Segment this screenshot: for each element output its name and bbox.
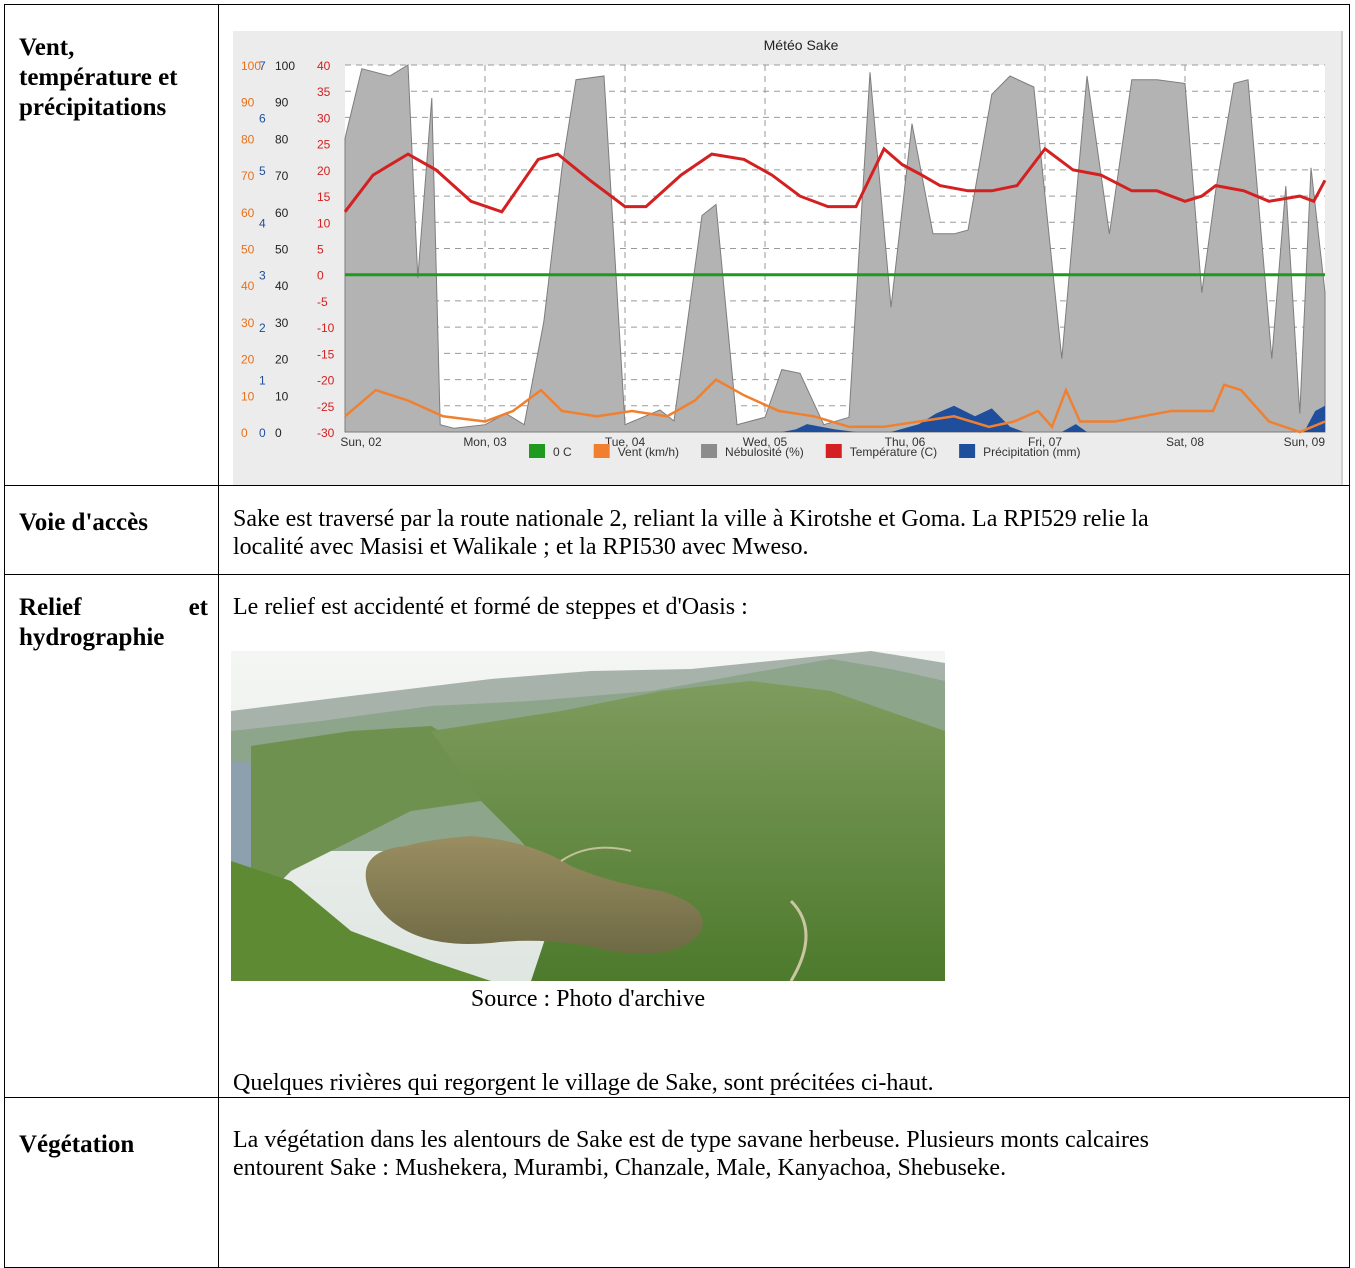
y-tick-label: 0 bbox=[259, 426, 266, 440]
y-tick-label: 60 bbox=[275, 206, 289, 220]
legend-label: Température (C) bbox=[850, 445, 937, 459]
y-tick-label: 0 bbox=[317, 269, 324, 283]
y-tick-label: 6 bbox=[259, 111, 266, 125]
row-body-cell: Sake est traversé par la route nationale… bbox=[218, 485, 1350, 575]
y-tick-label: 90 bbox=[275, 96, 289, 110]
info-table: Vent, température et précipitations Mété… bbox=[4, 4, 1350, 1268]
legend-swatch bbox=[593, 444, 610, 458]
y-tick-label: 3 bbox=[259, 269, 266, 283]
row-body-cell: Le relief est accidenté et formé de step… bbox=[218, 574, 1350, 1098]
y-tick-label: 80 bbox=[275, 132, 289, 146]
landscape-photo-icon bbox=[231, 651, 945, 981]
y-tick-label: 5 bbox=[317, 243, 324, 257]
y-tick-label: 10 bbox=[275, 389, 289, 403]
x-tick-label: Mon, 03 bbox=[463, 435, 507, 449]
x-tick-label: Sun, 02 bbox=[340, 435, 382, 449]
y-tick-label: 7 bbox=[259, 59, 266, 73]
y-tick-label: -25 bbox=[317, 400, 335, 414]
y-tick-label: 20 bbox=[317, 164, 331, 178]
x-tick-label: Sat, 08 bbox=[1166, 435, 1204, 449]
relief-intro: Le relief est accidenté et formé de step… bbox=[233, 594, 748, 620]
relief-outro: Quelques rivières qui regorgent le villa… bbox=[233, 1070, 934, 1096]
vegetation-label: Végétation bbox=[19, 1131, 135, 1158]
row-label-cell: Relief et hydrographie bbox=[4, 574, 219, 1098]
legend-swatch bbox=[959, 444, 976, 458]
y-tick-label: 50 bbox=[275, 243, 289, 257]
row-label-cell: Voie d'accès bbox=[4, 485, 219, 575]
x-tick-label: Sun, 09 bbox=[1284, 435, 1326, 449]
y-tick-label: 5 bbox=[259, 164, 266, 178]
y-tick-label: 30 bbox=[317, 111, 331, 125]
chart-legend: 0 C Vent (km/h) Nébulosité (%) Température … bbox=[529, 444, 1080, 459]
temperature-line bbox=[343, 146, 1327, 214]
vent-line bbox=[344, 378, 1326, 434]
y-tick-label: 100 bbox=[275, 59, 295, 73]
photo-caption: Source : Photo d'archive bbox=[470, 986, 706, 1012]
y-tick-label: 90 bbox=[241, 96, 255, 110]
y-tick-label: 0 bbox=[275, 426, 282, 440]
chart-marks bbox=[343, 64, 1327, 434]
y-tick-label: 0 bbox=[241, 426, 248, 440]
y-tick-label: 50 bbox=[241, 243, 255, 257]
vegetation-text: La végétation dans les alentours de Sake… bbox=[233, 1127, 1149, 1181]
legend-label: Précipitation (mm) bbox=[983, 445, 1080, 459]
y-tick-label: 100 bbox=[241, 59, 261, 73]
climate-label: Vent, température et précipitations bbox=[19, 34, 178, 121]
y-tick-label: 80 bbox=[241, 132, 255, 146]
access-label: Voie d'accès bbox=[19, 509, 148, 536]
chart-cell: Météo Sake 100 90 80 70 60 50 40 30 20 10 0 7 6 5 4 3 2 1… bbox=[218, 4, 1350, 486]
row-label-cell: Végétation bbox=[4, 1097, 219, 1268]
table-row: Végétation La végétation dans les alento… bbox=[4, 1097, 1350, 1268]
legend-label: 0 C bbox=[553, 445, 572, 459]
y-tick-label: 40 bbox=[241, 279, 255, 293]
y-tick-label: 60 bbox=[241, 206, 255, 220]
weather-chart: Météo Sake 100 90 80 70 60 50 40 30 20 10 0 7 6 5 4 3 2 1… bbox=[233, 31, 1343, 485]
y-tick-label: 15 bbox=[317, 190, 331, 204]
y-tick-label: 70 bbox=[241, 169, 255, 183]
y-tick-label: 30 bbox=[241, 316, 255, 330]
legend-swatch bbox=[825, 444, 842, 458]
legend-label: Nébulosité (%) bbox=[725, 445, 804, 459]
y-tick-label: 2 bbox=[259, 321, 266, 335]
y-tick-label: 10 bbox=[317, 216, 331, 230]
chart-axes: 1009080706050403020100765432101009080706… bbox=[241, 59, 1325, 449]
nebulosite-area bbox=[344, 64, 1326, 433]
y-tick-label: 40 bbox=[275, 279, 289, 293]
y-tick-label: -20 bbox=[317, 374, 335, 388]
x-tick-label: Tue, 04 bbox=[605, 435, 646, 449]
table-row: Voie d'accès Sake est traversé par la ro… bbox=[4, 485, 1350, 575]
chart-svg: Météo Sake 10090807060504030201007654321… bbox=[241, 37, 1327, 459]
y-tick-label: 20 bbox=[241, 353, 255, 367]
x-tick-label: Fri, 07 bbox=[1028, 435, 1062, 449]
y-tick-label: -5 bbox=[317, 295, 328, 309]
y-tick-label: 35 bbox=[317, 85, 331, 99]
y-tick-label: 25 bbox=[317, 138, 331, 152]
y-tick-label: -15 bbox=[317, 347, 335, 361]
legend-swatch bbox=[529, 444, 545, 458]
y-tick-label: 20 bbox=[275, 353, 289, 367]
x-tick-label: Wed, 05 bbox=[743, 435, 788, 449]
y-tick-label: 4 bbox=[259, 216, 266, 230]
y-tick-label: -30 bbox=[317, 426, 335, 440]
y-tick-label: 40 bbox=[317, 59, 331, 73]
row-label-cell: Vent, température et précipitations bbox=[4, 4, 219, 486]
x-tick-label: Thu, 06 bbox=[885, 435, 926, 449]
row-body-cell: La végétation dans les alentours de Sake… bbox=[218, 1097, 1350, 1268]
y-tick-label: 70 bbox=[275, 169, 289, 183]
access-text: Sake est traversé par la route nationale… bbox=[233, 506, 1149, 560]
y-tick-label: 30 bbox=[275, 316, 289, 330]
y-tick-label: -10 bbox=[317, 321, 335, 335]
y-tick-label: 1 bbox=[259, 374, 266, 388]
relief-label: Relief et hydrographie bbox=[19, 594, 208, 651]
y-tick-label: 10 bbox=[241, 389, 255, 403]
table-row: Vent, température et précipitations Mété… bbox=[4, 4, 1350, 486]
chart-title: Météo Sake bbox=[764, 37, 839, 53]
legend-swatch bbox=[701, 444, 718, 458]
table-row: Relief et hydrographie Le relief est acc… bbox=[4, 574, 1350, 1098]
legend-label: Vent (km/h) bbox=[618, 445, 679, 459]
